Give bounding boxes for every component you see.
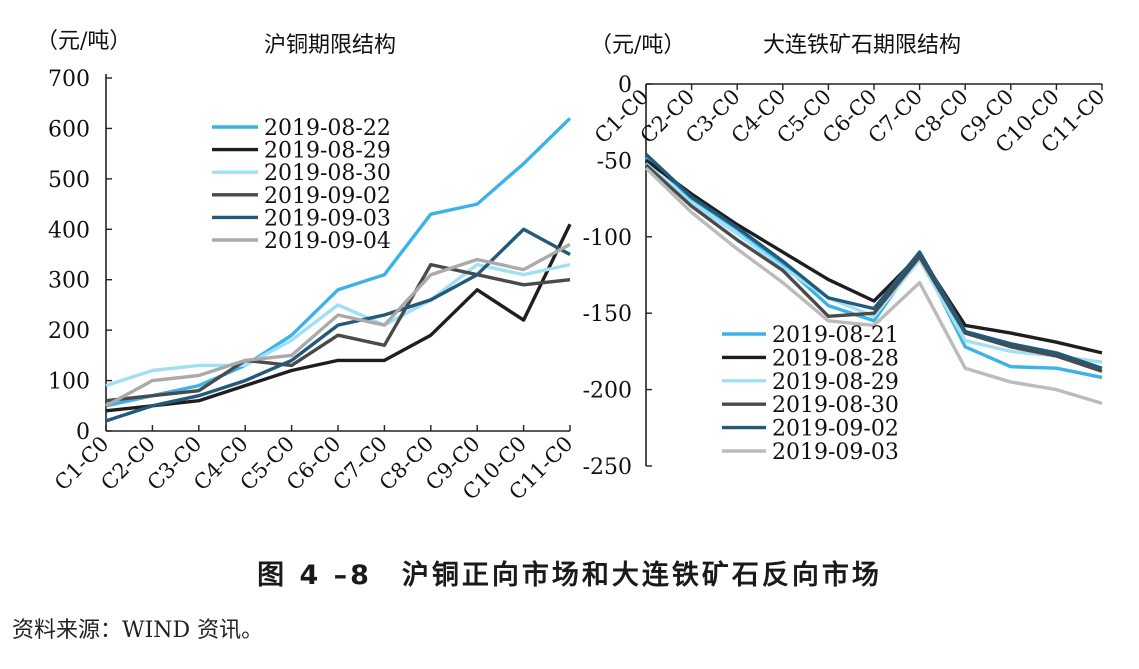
left-legend-label: 2019-08-22 <box>264 116 391 141</box>
right-legend-label: 2019-08-29 <box>772 370 899 395</box>
left-y-tick-label: 600 <box>48 117 90 142</box>
source-note: 资料来源：WIND 资讯。 <box>12 618 264 643</box>
left-y-tick-label: 100 <box>48 370 90 395</box>
right-legend-label: 2019-08-21 <box>772 323 899 348</box>
iron-ore-term-structure-chart: （元/吨） 大连铁矿石期限结构 0-50-100-150-200-250C1-C… <box>583 33 1110 480</box>
right-y-tick-label: -150 <box>583 302 632 327</box>
left-y-unit-label: （元/吨） <box>36 29 131 54</box>
left-series-line-2019-08-30 <box>105 262 571 388</box>
left-chart-title: 沪铜期限结构 <box>264 33 396 58</box>
right-y-tick-label: 0 <box>618 73 632 98</box>
left-y-tick-label: 700 <box>48 67 90 92</box>
copper-term-structure-chart: （元/吨） 沪铜期限结构 0100200300400500600700C1-C0… <box>36 29 578 505</box>
left-series-line-2019-08-22 <box>105 117 572 408</box>
right-chart-title: 大连铁矿石期限结构 <box>763 33 961 58</box>
right-legend-label: 2019-08-30 <box>772 393 899 418</box>
right-legend-label: 2019-09-02 <box>772 417 899 442</box>
right-series-line-2019-09-02 <box>644 153 1103 370</box>
right-y-unit-label: （元/吨） <box>590 33 685 58</box>
right-series-line-2019-08-28 <box>644 159 1103 355</box>
right-y-tick-label: -50 <box>597 149 632 174</box>
left-series-line-2019-09-03 <box>105 227 571 423</box>
right-legend-label: 2019-08-28 <box>772 346 899 371</box>
left-y-tick-label: 0 <box>76 420 90 445</box>
left-y-tick-label: 400 <box>48 218 90 243</box>
left-y-tick-label: 200 <box>48 319 90 344</box>
left-series-line-2019-09-04 <box>105 242 571 408</box>
right-legend-label: 2019-09-03 <box>772 440 899 465</box>
left-legend-label: 2019-08-29 <box>264 139 391 164</box>
figure-caption: 图 4 –8 沪铜正向市场和大连铁矿石反向市场 <box>257 560 882 591</box>
right-y-tick-label: -100 <box>583 226 632 251</box>
left-series-line-2019-09-02 <box>105 262 571 403</box>
right-series-line-2019-08-30 <box>644 163 1103 373</box>
left-legend-label: 2019-09-04 <box>264 229 391 254</box>
right-y-tick-label: -200 <box>583 379 632 404</box>
left-y-tick-label: 300 <box>48 269 90 294</box>
right-y-tick-label: -250 <box>583 455 632 480</box>
left-series-line-2019-08-29 <box>105 223 572 413</box>
left-legend-label: 2019-08-30 <box>264 161 391 186</box>
figure: （元/吨） 沪铜期限结构 0100200300400500600700C1-C0… <box>36 29 1110 505</box>
left-y-tick-label: 500 <box>48 168 90 193</box>
left-legend-label: 2019-09-02 <box>264 184 391 209</box>
left-legend-label: 2019-09-03 <box>264 206 391 231</box>
right-series-line-2019-08-29 <box>644 162 1103 364</box>
right-series-line-2019-09-03 <box>644 166 1103 406</box>
